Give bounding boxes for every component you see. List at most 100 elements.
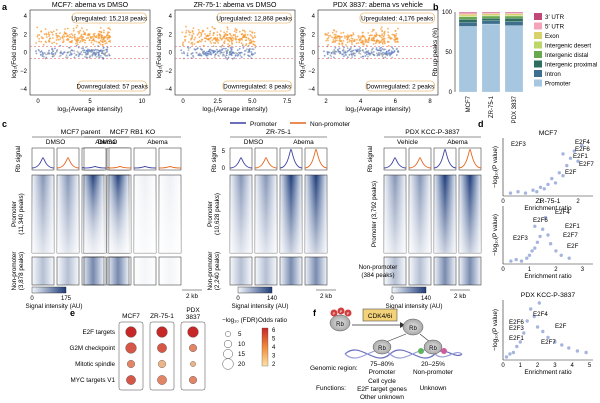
ma-point bbox=[333, 49, 336, 51]
ma-point bbox=[251, 48, 254, 50]
profile-box bbox=[83, 147, 107, 171]
ma-plot-1: MCF7: abema vs DMSO Upregulated: 15,218 p… bbox=[11, 2, 151, 113]
ma-point bbox=[359, 35, 361, 38]
ma-point bbox=[82, 47, 84, 50]
ma-point bbox=[218, 55, 220, 57]
ma-point bbox=[191, 37, 193, 40]
heatmap-row-sublabel: (384 peaks) bbox=[361, 272, 394, 279]
ma-point bbox=[376, 54, 379, 57]
ma-point bbox=[249, 30, 251, 32]
ma-ytick: 0 bbox=[24, 51, 28, 57]
ma-point bbox=[379, 34, 381, 37]
profile-box bbox=[158, 147, 182, 171]
ma-point bbox=[364, 48, 367, 50]
active-rb-blob bbox=[402, 318, 424, 336]
size-legend-label: 5 bbox=[238, 331, 242, 338]
odds-legend-tick: 5 bbox=[272, 337, 276, 343]
ma-point bbox=[82, 38, 85, 41]
ma-point bbox=[340, 32, 342, 34]
ma-point bbox=[203, 37, 206, 39]
ma-point bbox=[55, 34, 58, 36]
ma-point bbox=[382, 35, 385, 38]
profile-box bbox=[31, 147, 55, 171]
ma-point bbox=[81, 27, 83, 30]
ma-point bbox=[391, 56, 394, 59]
ma-point bbox=[383, 34, 386, 36]
odds-legend-title: Odds ratio bbox=[258, 317, 288, 324]
bar-legend-swatch bbox=[534, 32, 542, 39]
ma-point bbox=[87, 51, 89, 54]
ma-point bbox=[68, 54, 71, 57]
enrichment-point bbox=[548, 242, 553, 246]
ma-point bbox=[86, 53, 89, 56]
ma-down-label-box bbox=[222, 80, 292, 92]
legend-nonpromoter-label: Non-promoter bbox=[310, 121, 351, 128]
bar-segment bbox=[504, 12, 524, 14]
colorbar-label: Signal intensity (AU) bbox=[25, 303, 82, 310]
ma-point bbox=[102, 38, 105, 41]
bar-segment bbox=[481, 18, 501, 21]
ma-point bbox=[374, 42, 377, 45]
ma-point bbox=[68, 33, 71, 36]
ma-point bbox=[80, 33, 83, 36]
ma-point bbox=[397, 41, 399, 43]
ma-point bbox=[200, 35, 203, 37]
bubble-column-box bbox=[149, 321, 175, 391]
ma-point bbox=[76, 38, 79, 41]
ma-point bbox=[200, 33, 203, 36]
ma-point bbox=[379, 52, 381, 55]
heatmap-promoter-fade bbox=[57, 175, 79, 253]
ma-point bbox=[229, 47, 232, 49]
heatmap-group-header: ZR-75-1 bbox=[266, 129, 291, 136]
ma-point bbox=[92, 51, 95, 54]
enrichment-point bbox=[516, 190, 520, 194]
ma-point bbox=[102, 46, 105, 49]
ma-point bbox=[56, 36, 59, 39]
branch-arrow-right bbox=[419, 333, 431, 343]
ma-point bbox=[100, 50, 103, 53]
bubble-column-box bbox=[118, 321, 144, 391]
ma-point bbox=[333, 29, 336, 32]
ma-point bbox=[55, 42, 58, 45]
ma-point bbox=[42, 43, 45, 46]
bubble-point bbox=[187, 326, 199, 338]
size-legend-circle bbox=[223, 349, 233, 359]
ma-point bbox=[387, 50, 390, 52]
odds-colorbar bbox=[261, 327, 269, 367]
bar-segment bbox=[481, 15, 501, 19]
ma-point bbox=[240, 56, 243, 59]
ma-point bbox=[216, 52, 219, 54]
enrichment-point bbox=[575, 349, 580, 353]
heatmap-nonpromoter bbox=[158, 256, 182, 286]
ma-point bbox=[191, 43, 194, 46]
ma-point bbox=[64, 32, 67, 35]
ma-point bbox=[48, 52, 51, 55]
ma-point bbox=[364, 41, 367, 44]
bubble-point bbox=[125, 326, 137, 338]
ma-point bbox=[247, 44, 250, 47]
ma-point bbox=[103, 31, 105, 34]
ma-point bbox=[223, 51, 225, 54]
enrichment-tf-label: E2F7 bbox=[563, 232, 578, 239]
ma-point bbox=[352, 33, 355, 36]
ma-point bbox=[244, 33, 247, 36]
ma-point bbox=[88, 56, 91, 59]
ma-point bbox=[346, 37, 349, 40]
heatmap-row-label: Non-promoter bbox=[207, 252, 214, 291]
ma-point bbox=[381, 55, 384, 58]
ma-point bbox=[193, 38, 196, 41]
ma-point bbox=[223, 40, 226, 42]
bubble-point bbox=[189, 344, 197, 352]
panel-label-c: c bbox=[2, 119, 7, 129]
ma-point bbox=[247, 37, 250, 40]
ma-point bbox=[97, 45, 99, 48]
heatmap-nonpromoter bbox=[458, 256, 482, 286]
ma-point bbox=[97, 54, 100, 56]
branch-arrow-left bbox=[385, 333, 407, 343]
ma-point bbox=[380, 52, 383, 55]
ma-point bbox=[36, 35, 39, 38]
ma-point bbox=[378, 49, 380, 52]
profile-curve bbox=[433, 148, 457, 169]
ma-point bbox=[395, 54, 398, 56]
ma-point bbox=[370, 39, 373, 42]
